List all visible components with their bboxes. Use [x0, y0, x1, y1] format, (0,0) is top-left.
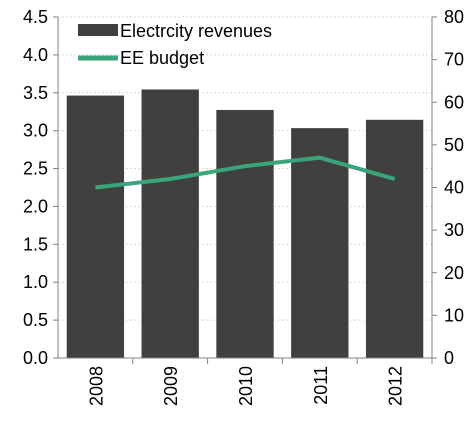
right-tick-label: 80: [444, 7, 464, 27]
bar-2012: [364, 118, 425, 359]
legend: Electrcity revenues EE budget: [78, 21, 272, 68]
x-tick-label: 2010: [236, 366, 256, 406]
right-tick-label: 10: [444, 305, 464, 325]
left-tick-label: 1.5: [23, 234, 48, 254]
x-tick-label: 2011: [311, 366, 331, 405]
x-tick-label: 2012: [386, 366, 406, 406]
bar-series: [65, 88, 425, 359]
legend-swatch-bar: [78, 24, 118, 36]
x-tick-label: 2009: [161, 366, 181, 406]
left-tick-label: 2.5: [23, 159, 48, 179]
left-tick-label: 2.0: [23, 196, 48, 216]
right-tick-label: 40: [444, 178, 464, 198]
left-tick-label: 0.5: [23, 310, 48, 330]
x-axis-ticks: 2008 2009 2010 2011 2012: [86, 358, 433, 406]
ee-budget-line: [95, 155, 396, 190]
left-tick-label: 1.0: [23, 272, 48, 292]
bar-2010: [215, 108, 275, 359]
left-tick-label: 0.0: [23, 348, 48, 368]
left-tick-label: 3.5: [23, 83, 48, 103]
right-tick-label: 20: [444, 263, 464, 283]
x-tick-label: 2008: [86, 366, 106, 406]
left-axis-ticks: 0.0 0.5 1.0 1.5 2.0 2.5 3.0 3.5 4.0 4.5: [23, 7, 58, 368]
right-tick-label: 0: [444, 348, 454, 368]
right-tick-label: 60: [444, 92, 464, 112]
left-tick-label: 4.5: [23, 7, 48, 27]
right-tick-label: 30: [444, 220, 464, 240]
right-axis-ticks: 0 10 20 30 40 50 60 70 80: [432, 7, 464, 368]
right-tick-label: 70: [444, 50, 464, 70]
left-tick-label: 4.0: [23, 45, 48, 65]
right-tick-label: 50: [444, 135, 464, 155]
bar-2008: [65, 94, 126, 359]
legend-label-line: EE budget: [120, 48, 204, 68]
bar-2009: [140, 88, 200, 359]
legend-label-bar: Electrcity revenues: [120, 21, 272, 41]
bar-2011: [290, 127, 350, 359]
line-series: [95, 155, 396, 190]
left-tick-label: 3.0: [23, 121, 48, 141]
